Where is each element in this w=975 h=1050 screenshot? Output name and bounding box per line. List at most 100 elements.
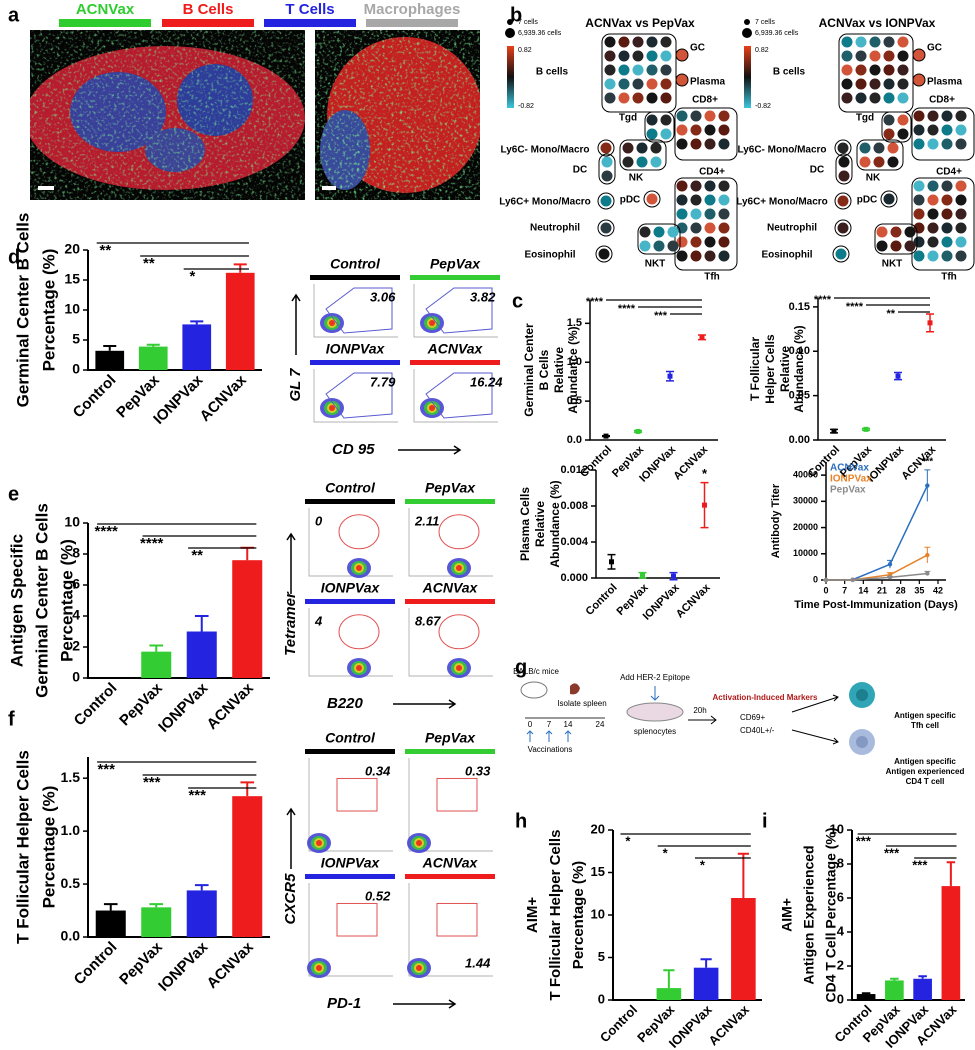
flow-density [416, 965, 422, 971]
cluster-label: Ly6C- Mono/Macro [737, 145, 826, 156]
microscopy-image [30, 30, 305, 200]
y-axis-label: Percentage (%) [39, 249, 58, 372]
significance-label: *** [654, 310, 668, 322]
cluster-node [927, 110, 939, 122]
size-legend-label: 7 cells [518, 19, 538, 26]
cluster-node [618, 50, 630, 62]
cluster-node [955, 236, 967, 248]
cluster-node [604, 78, 616, 90]
flow-gate-value: 0.52 [365, 888, 391, 903]
flow-density [316, 965, 322, 971]
flow-group-bar [405, 749, 495, 754]
flow-y-arrow [291, 293, 301, 355]
significance-label: *** [188, 787, 206, 804]
cluster-node [955, 194, 967, 206]
x-tick-label: IONPVax [637, 443, 679, 485]
cluster-node [859, 142, 871, 154]
schematic-text: Tfh cell [911, 721, 939, 730]
flow-group-bar [310, 275, 400, 280]
legend-label: PepVax [830, 485, 866, 496]
cluster-node [718, 180, 730, 192]
cluster-node [941, 124, 953, 136]
flow-gate-value: 3.06 [370, 289, 396, 304]
cluster-node [883, 114, 895, 126]
flow-group-label: IONPVax [326, 341, 386, 357]
cluster-node [941, 208, 953, 220]
panel-letter: c [512, 290, 523, 312]
cluster-node [876, 226, 888, 238]
cluster-label: NK [629, 173, 644, 184]
y-axis-label: T Follicular Helper Cells [13, 750, 32, 944]
cluster-node [676, 250, 688, 262]
line [825, 485, 929, 581]
cluster-outline [597, 139, 615, 157]
panel-letter: e [8, 483, 19, 505]
cluster-node [883, 128, 895, 140]
error-bar [737, 852, 749, 898]
cluster-node [883, 92, 895, 104]
y-axis-label: Abundance (%) [792, 325, 806, 412]
flow-gate [425, 372, 493, 419]
size-legend-label: 7 cells [755, 19, 775, 26]
y-tick-label: 8 [72, 545, 80, 561]
y-axis-label: CD4 T Cell Percentage (%) [823, 827, 839, 1002]
panel-letter: g [515, 656, 527, 678]
cluster-outline [597, 192, 615, 210]
cluster-label: CD8+ [929, 95, 955, 106]
cluster-outline [637, 223, 681, 255]
flow-group-bar [405, 599, 495, 604]
flow-x-label: CD 95 [332, 441, 375, 458]
cluster-node [941, 236, 953, 248]
flow-gate [425, 287, 493, 334]
axis-line [595, 470, 720, 579]
cluster-label: CD4+ [936, 167, 962, 178]
dish-icon [626, 702, 684, 722]
error-bar [946, 861, 956, 887]
flow-gate [438, 614, 480, 650]
cluster-label: Neutrophil [530, 223, 580, 234]
cluster-label: B cells [773, 67, 806, 78]
cluster-node [897, 36, 909, 48]
cluster-node [955, 110, 967, 122]
x-tick-label: 35 [914, 585, 924, 595]
cluster-outline [674, 177, 738, 271]
cluster-node [632, 36, 644, 48]
flow-density [429, 320, 435, 326]
y-tick-label: 0.05 [789, 390, 810, 402]
cluster-node [873, 156, 885, 168]
cluster-node [704, 124, 716, 136]
cluster-node [955, 208, 967, 220]
panel-letter: b [510, 4, 522, 26]
cluster-node [650, 156, 662, 168]
cluster-node [653, 226, 665, 238]
color-scale [744, 46, 751, 108]
cluster-label: Eosinophil [524, 250, 575, 261]
point [850, 577, 855, 583]
flow-gate [325, 372, 393, 419]
point [671, 573, 676, 579]
point [925, 483, 930, 488]
cluster-node [604, 92, 616, 104]
legend-label: IONPVax [830, 474, 872, 485]
flow-gate [438, 514, 480, 550]
cluster-node [646, 193, 658, 205]
x-tick-label: Control [71, 680, 121, 730]
legend-bar [264, 19, 356, 27]
point [603, 433, 609, 439]
cluster-node [837, 142, 849, 154]
bar [232, 560, 263, 678]
y-tick-label: 0.008 [560, 500, 588, 512]
cluster-node [632, 50, 644, 62]
cluster-node [869, 50, 881, 62]
cluster-label: Eosinophil [761, 250, 812, 261]
cluster-node [927, 138, 939, 150]
y-tick-label: 0 [72, 361, 80, 377]
cluster-label: NKT [645, 259, 666, 270]
schematic-text: Antigen experienced [886, 767, 965, 776]
y-axis-label: Antigen Specific [7, 534, 26, 667]
cluster-node [841, 92, 853, 104]
significance-label: ** [886, 308, 895, 320]
cluster-node [601, 156, 613, 168]
significance-label: **** [95, 523, 119, 540]
y-tick-label: 5 [72, 331, 80, 347]
